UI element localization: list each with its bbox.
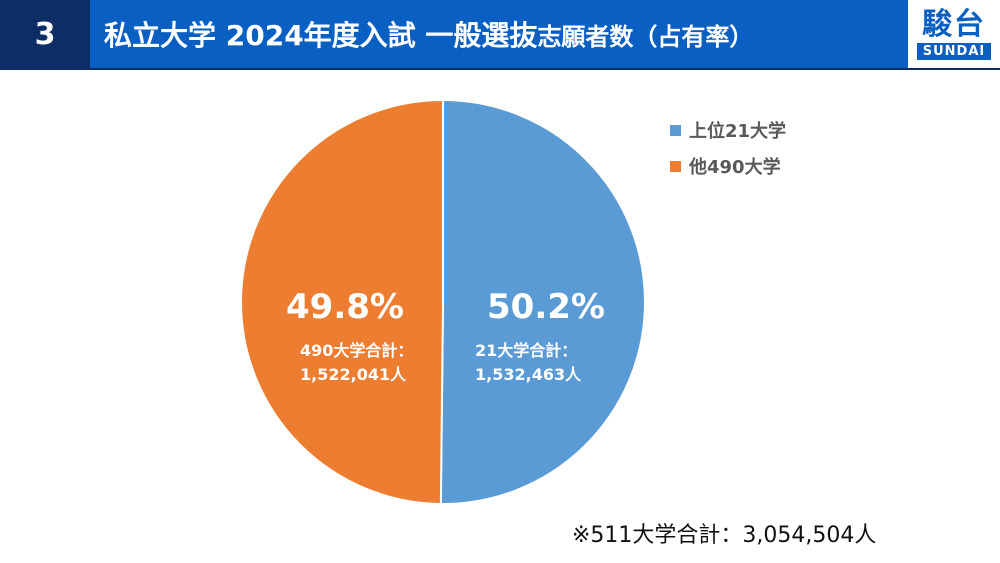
page-title: 私立大学 2024年度入試 一般選抜 志願者数（占有率） [90,0,908,68]
header-bar: 3 私立大学 2024年度入試 一般選抜 志願者数（占有率） 駿台 SUNDAI [0,0,1000,70]
section-number: 3 [0,0,90,68]
legend-item-top21: 上位21大学 [670,112,786,148]
header-divider [0,68,1000,70]
title-main: 私立大学 2024年度入試 一般選抜 [104,19,538,52]
percent-label-top21: 50.2% [487,287,605,327]
legend-label-other490: 他490大学 [689,157,781,178]
pie-slice-other490 [240,98,444,506]
legend-item-other490: 他490大学 [670,148,786,184]
logo-kanji: 駿台 [922,6,986,42]
title-small: 志願者数（占有率） [537,22,754,51]
chart-legend: 上位21大学 他490大学 [670,112,786,184]
pie-slice-top21 [439,98,647,505]
legend-swatch-other490 [670,160,681,172]
detail-label-other490-line1: 490大学合計： [300,341,413,360]
legend-swatch-top21 [670,124,681,136]
detail-label-top21-line2: 1,532,463人 [475,365,582,384]
detail-label-other490-line2: 1,522,041人 [300,365,407,384]
percent-label-other490: 49.8% [286,287,404,327]
detail-label-top21-line1: 21大学合計： [475,341,577,360]
sundai-logo: 駿台 SUNDAI [912,3,996,65]
legend-label-top21: 上位21大学 [689,121,787,142]
total-footnote: ※511大学合計：3,054,504人 [572,523,877,548]
logo-latin: SUNDAI [916,42,992,60]
